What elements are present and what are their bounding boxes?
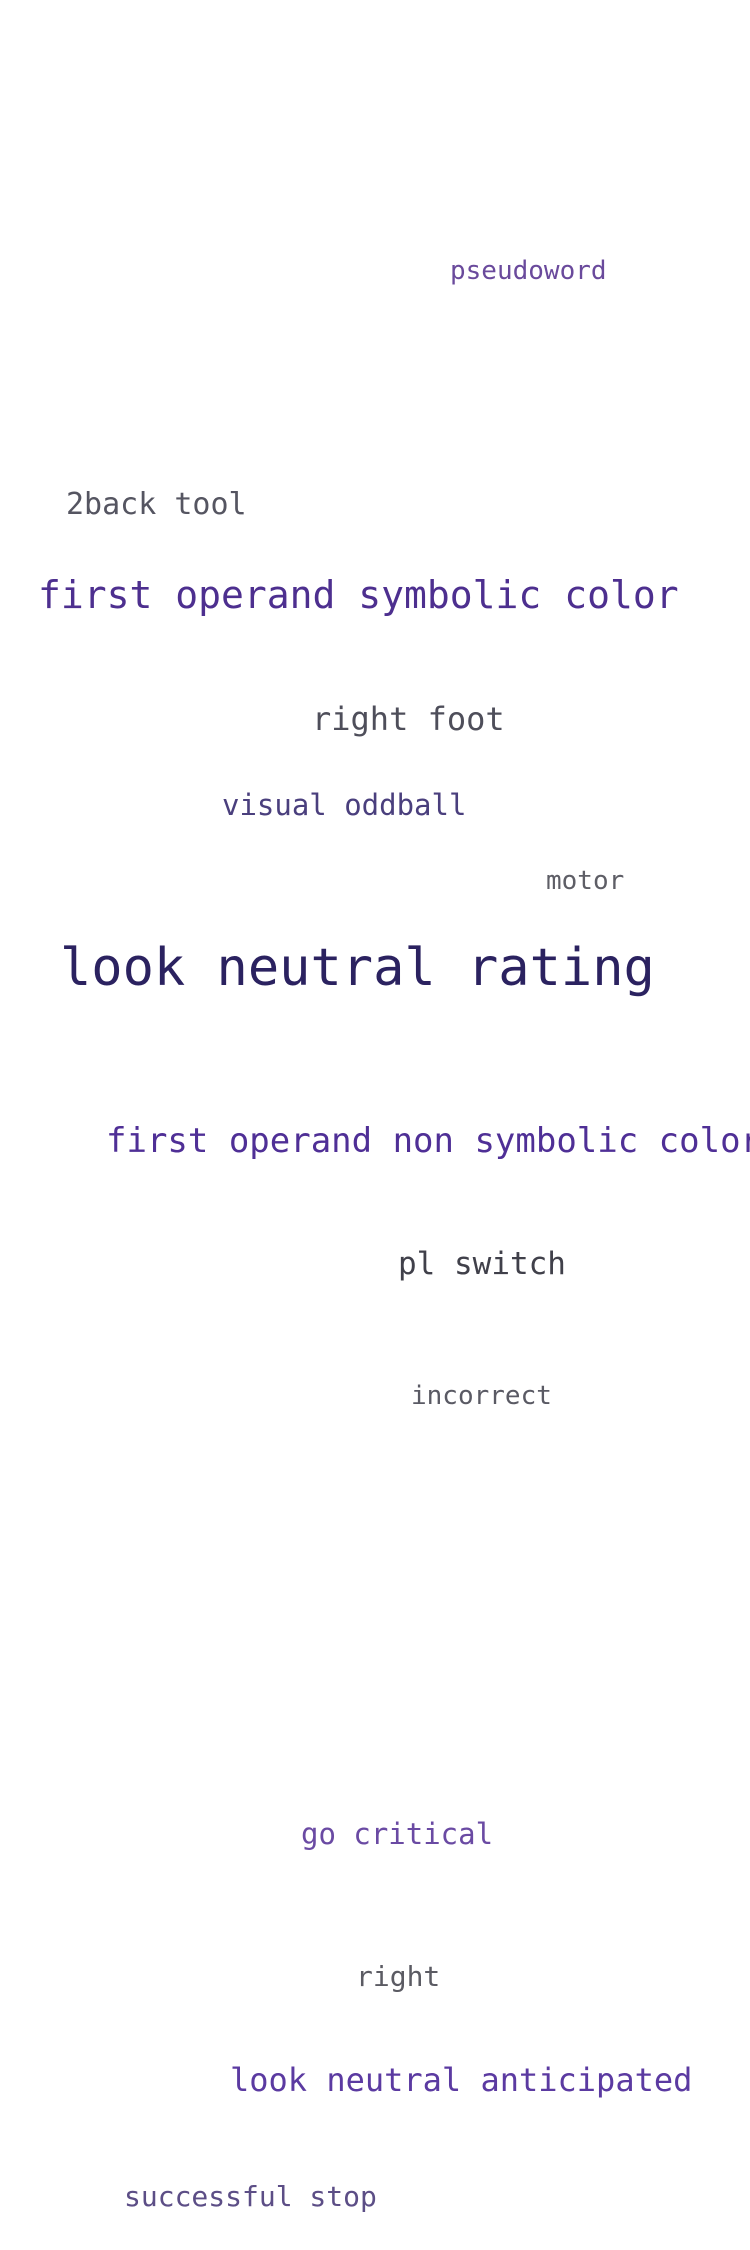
- term-look-neutral-anticipated[interactable]: look neutral anticipated: [230, 2061, 693, 2099]
- term-first-operand-non-symbolic-color[interactable]: first operand non symbolic color: [106, 1121, 750, 1161]
- term-2back-tool[interactable]: 2back tool: [66, 487, 247, 522]
- term-motor[interactable]: motor: [546, 866, 625, 896]
- term-pseudoword[interactable]: pseudoword: [450, 256, 607, 286]
- term-first-operand-symbolic-color[interactable]: first operand symbolic color: [38, 573, 679, 617]
- term-go-critical[interactable]: go critical: [301, 1817, 494, 1851]
- term-visual-oddball[interactable]: visual oddball: [222, 788, 467, 822]
- term-right[interactable]: right: [356, 1960, 441, 1993]
- term-incorrect[interactable]: incorrect: [411, 1381, 552, 1411]
- term-look-neutral-rating[interactable]: look neutral rating: [60, 938, 655, 998]
- term-right-foot[interactable]: right foot: [312, 700, 505, 738]
- term-pl-switch[interactable]: pl switch: [398, 1246, 566, 1282]
- term-successful-stop[interactable]: successful stop: [124, 2180, 377, 2213]
